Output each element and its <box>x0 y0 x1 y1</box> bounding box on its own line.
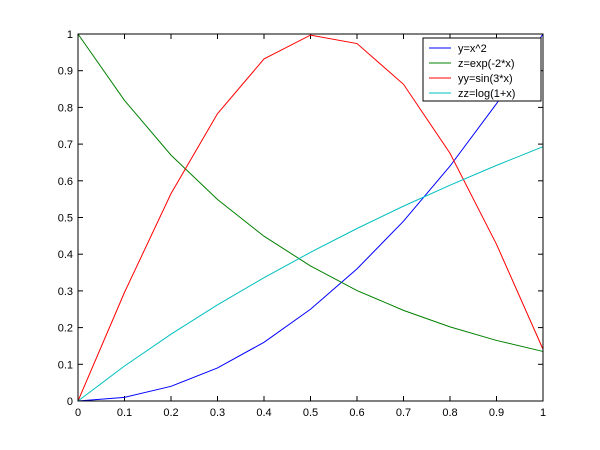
y-tick-label: 0.7 <box>58 139 73 151</box>
y-tick-label: 0.3 <box>58 286 73 298</box>
series-line-4 <box>77 146 544 402</box>
x-tick-label: 0.6 <box>349 407 364 419</box>
plot-frame <box>77 33 544 402</box>
series-line-3 <box>77 34 544 402</box>
x-tick-label: 0 <box>75 407 81 419</box>
x-tick-label: 0.2 <box>163 407 178 419</box>
legend: y=x^2 z=exp(-2*x) yy=sin(3*x) zz=log(1+x) <box>422 37 542 102</box>
y-tick-label: 0.2 <box>58 323 73 335</box>
x-tick-label: 0.5 <box>303 407 318 419</box>
legend-label-2: z=exp(-2*x) <box>458 58 515 70</box>
series-line-2 <box>77 33 544 352</box>
y-tick-label: 0.6 <box>58 176 73 188</box>
axis-ticks: 0 0.1 0.2 0.3 0.4 0.5 0.6 0.7 0.8 0.9 1 0 0.1 0.2 0.3 0… <box>58 29 546 419</box>
x-tick-label: 0.3 <box>210 407 225 419</box>
y-tick-label: 1 <box>67 29 73 41</box>
x-tick-label: 1 <box>540 407 546 419</box>
x-tick-label: 0.4 <box>256 407 271 419</box>
y-tick-label: 0.9 <box>58 66 73 78</box>
x-tick-label: 0.9 <box>489 407 504 419</box>
legend-label-4: zz=log(1+x) <box>458 88 515 100</box>
x-tick-label: 0.1 <box>117 407 132 419</box>
series-line-1 <box>77 33 544 402</box>
y-tick-label: 0.1 <box>58 359 73 371</box>
y-tick-label: 0 <box>67 396 73 408</box>
x-tick-label: 0.8 <box>442 407 457 419</box>
series-lines <box>77 33 544 402</box>
y-tick-label: 0.8 <box>58 102 73 114</box>
legend-label-3: yy=sin(3*x) <box>458 73 513 85</box>
x-tick-label: 0.7 <box>396 407 411 419</box>
y-tick-label: 0.5 <box>58 213 73 225</box>
legend-label-1: y=x^2 <box>458 43 487 55</box>
y-tick-label: 0.4 <box>58 249 73 261</box>
